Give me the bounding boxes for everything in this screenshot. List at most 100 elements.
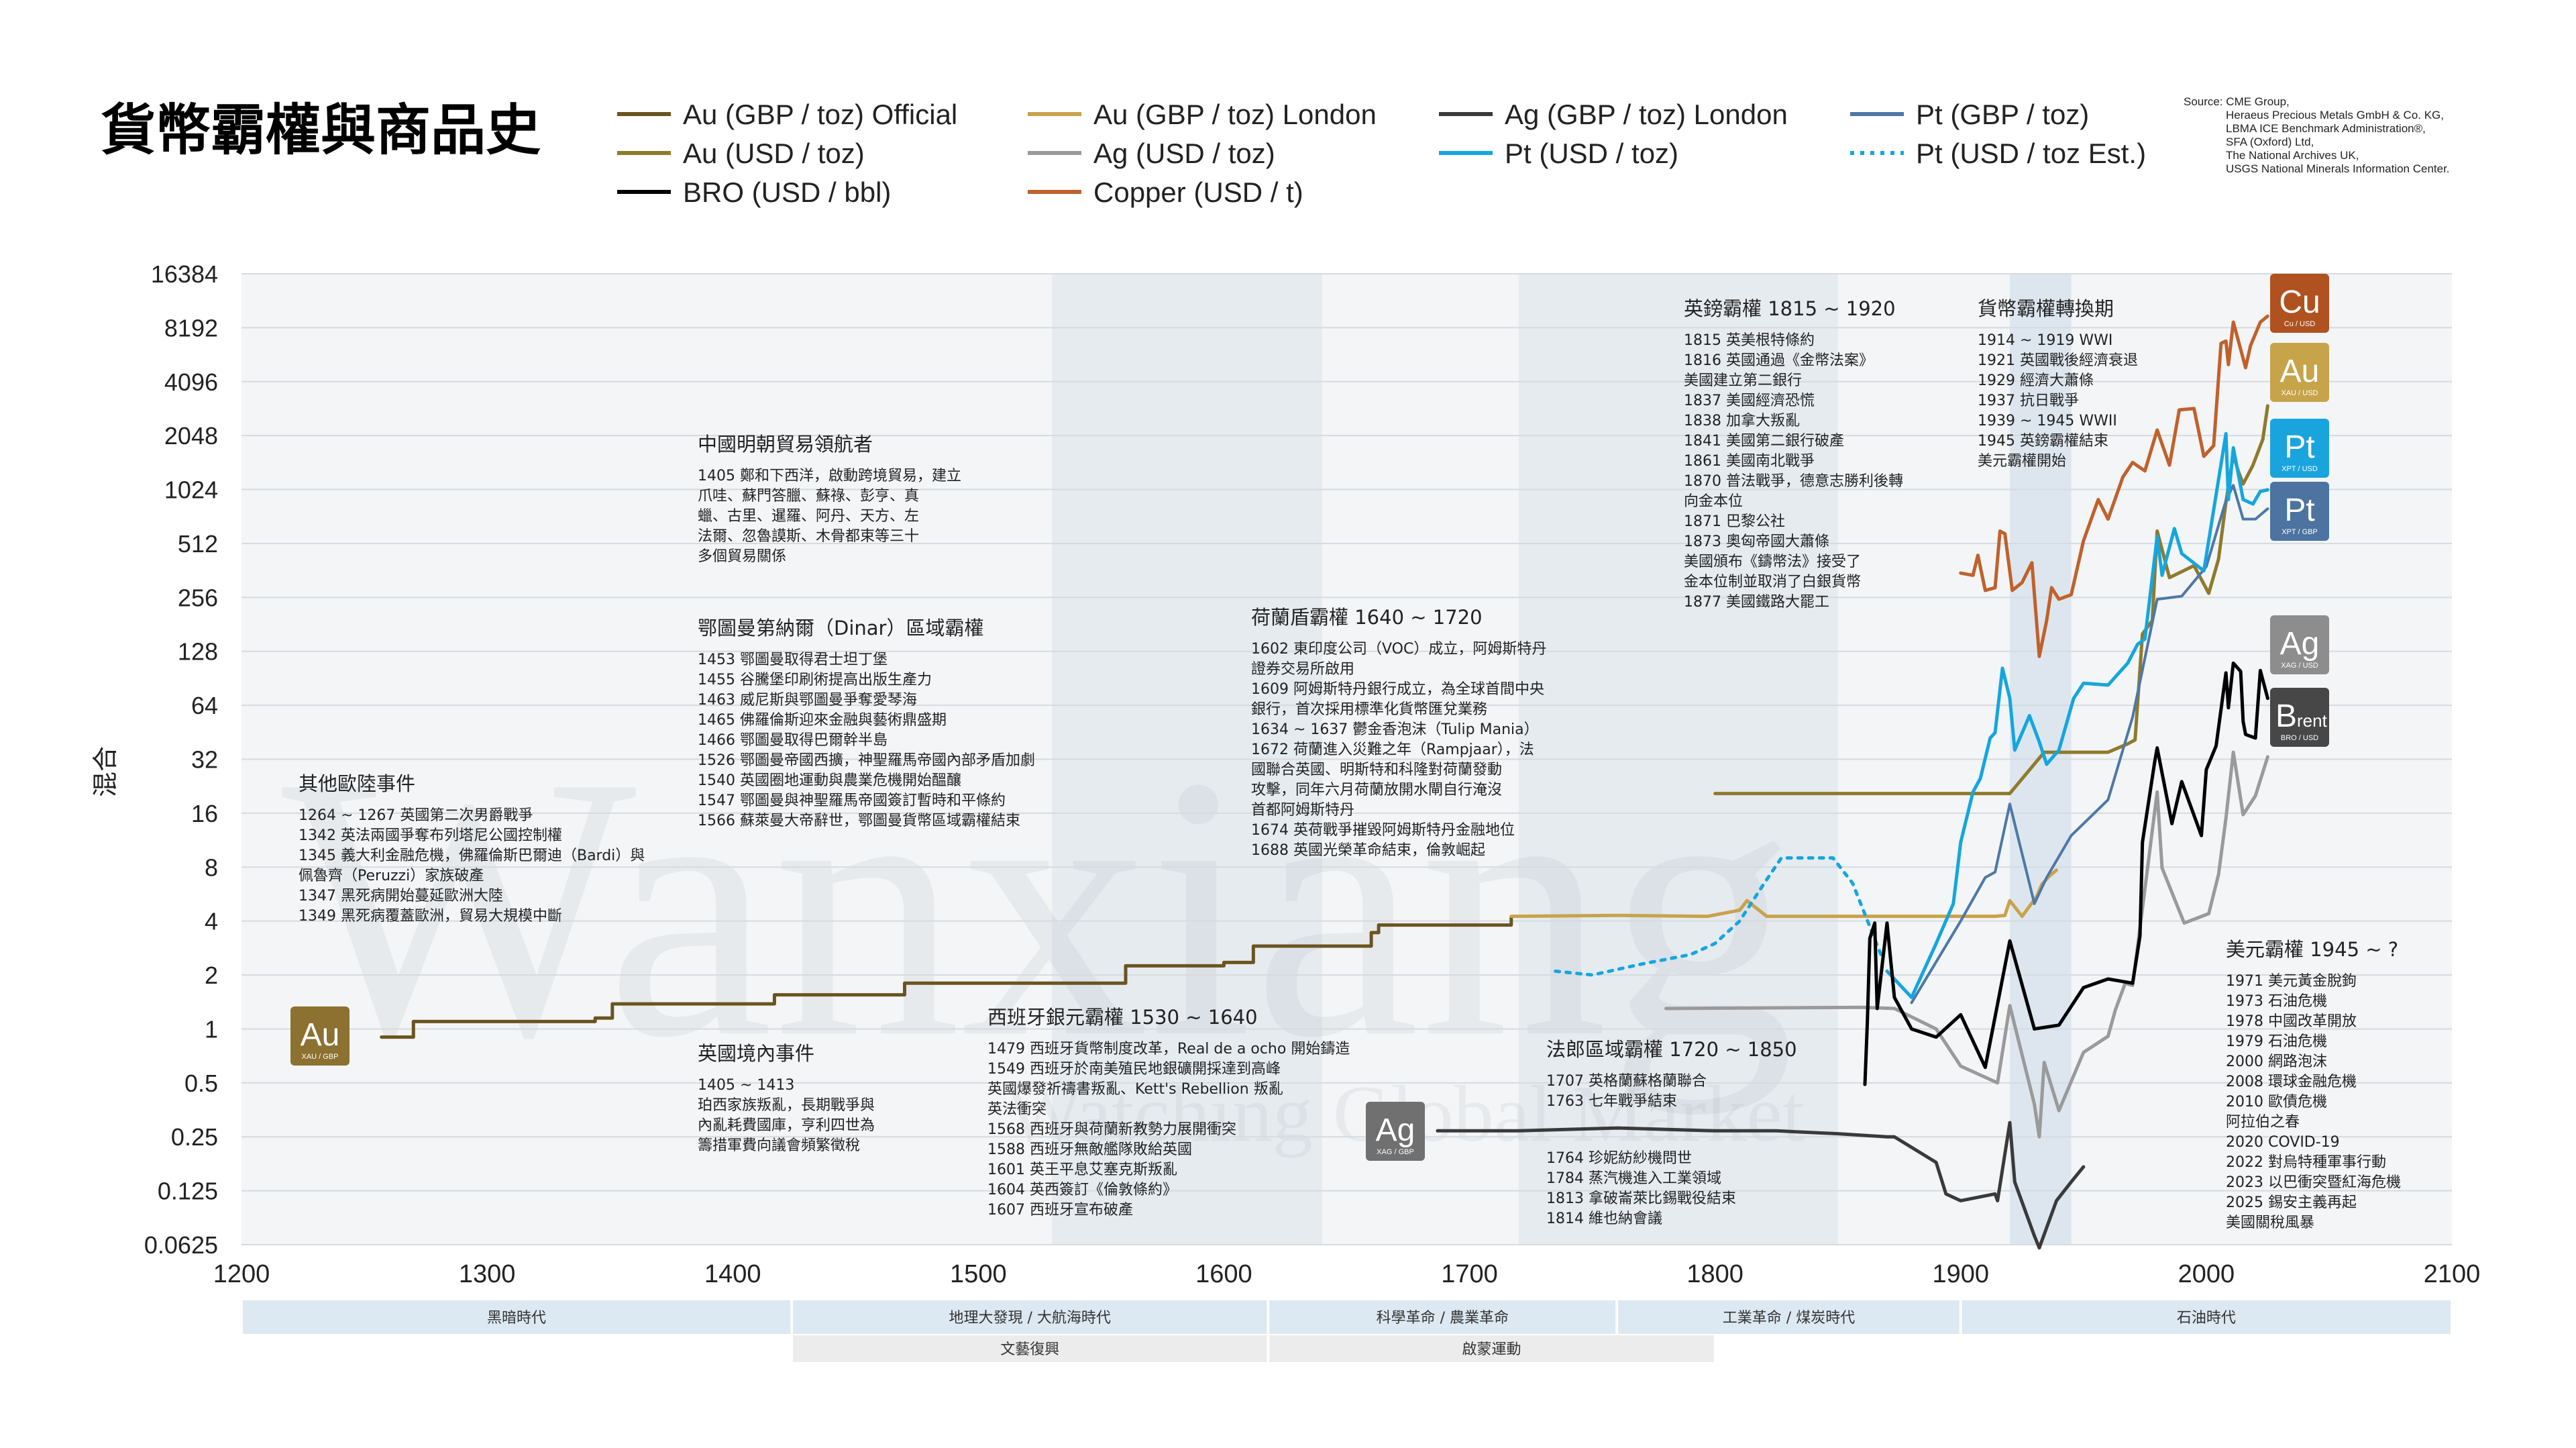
annotation-line: 1971 美元黃金脫鉤 <box>2226 973 2357 990</box>
era-band-label: 黑暗時代 <box>487 1310 546 1327</box>
y-tick-label: 64 <box>191 692 218 719</box>
x-tick-label: 2100 <box>2424 1260 2481 1288</box>
annotation-line: 1763 七年戰爭結束 <box>1546 1093 1677 1110</box>
annotation-block: 法郎區域霸權 1720 ~ 1850 1707 英格蘭蘇格蘭聯合 1763 七年戰爭… <box>1546 1038 1797 1110</box>
legend-label: Pt (USD / toz Est.) <box>1916 138 2146 169</box>
annotation-line: 美元霸權開始 <box>1978 453 2066 470</box>
badge-symbol: Pt <box>2284 429 2314 465</box>
badge-subtitle: XPT / USD <box>2282 465 2318 473</box>
annotation-line: 1861 美國南北戰爭 <box>1684 453 1815 470</box>
legend-label: Ag (USD / toz) <box>1093 138 1275 169</box>
annotation-line: 1813 拿破崙萊比錫戰役結束 <box>1546 1190 1736 1207</box>
badge-symbol: Au <box>301 1017 340 1053</box>
source-line: Source: CME Group, <box>2184 95 2290 108</box>
legend-label: Au (GBP / toz) London <box>1093 99 1377 130</box>
y-tick-label: 128 <box>178 638 218 666</box>
era-band <box>1962 1300 2451 1334</box>
annotation-title: 荷蘭盾霸權 1640 ~ 1720 <box>1251 606 1483 629</box>
series-line-ag_london <box>1436 1121 2086 1250</box>
annotation-line: 銀行，首次採用標準化貨幣匯兌業務 <box>1251 701 1487 718</box>
annotation-block: 英國境內事件 1405 ~ 1413 珀西家族叛亂，長期戰爭與內亂耗費國庫，亨利四世… <box>698 1042 875 1154</box>
annotation-line: 1841 美國第二銀行破產 <box>1684 433 1844 450</box>
legend-item[interactable]: Au (USD / toz) <box>617 138 865 169</box>
annotation-line: 1921 英國戰後經濟衰退 <box>1978 352 2138 369</box>
annotation-line: 1784 蒸汽機進入工業領域 <box>1546 1170 1721 1187</box>
badge-symbol: Ag <box>2280 626 2320 662</box>
annotation-line: 2008 環球金融危機 <box>2226 1074 2357 1090</box>
legend-item[interactable]: Pt (GBP / toz) <box>1850 99 2089 130</box>
annotation-title: 鄂圖曼第納爾（Dinar）區域霸權 <box>698 617 983 639</box>
annotation-line: 1837 美國經濟恐慌 <box>1684 393 1815 409</box>
x-tick-label: 1600 <box>1195 1260 1252 1288</box>
annotation-line: 1405 ~ 1413 <box>698 1077 794 1094</box>
x-tick-label: 1400 <box>704 1260 761 1288</box>
source-line: USGS National Minerals Information Cente… <box>2226 162 2450 175</box>
annotation-line: 1607 西班牙宣布破產 <box>987 1202 1133 1219</box>
annotation-line: 1349 黑死病覆蓋歐洲，貿易大規模中斷 <box>299 908 562 925</box>
annotation-line: 金本位制並取消了白銀貨幣 <box>1684 574 1861 590</box>
badge-symbol: Cu <box>2279 285 2320 320</box>
x-tick-label: 1800 <box>1686 1260 1743 1288</box>
legend-item[interactable]: Au (GBP / toz) Official <box>617 99 957 130</box>
era-band-label: 文藝復興 <box>1000 1341 1059 1358</box>
badge-box <box>2270 274 2329 333</box>
badge-box <box>2270 343 2329 402</box>
legend-item[interactable]: Pt (USD / toz) <box>1439 138 1678 169</box>
annotation-line: 1688 英國光榮革命結束，倫敦崛起 <box>1251 842 1485 859</box>
series-line-copper <box>1959 314 2269 658</box>
annotation-line: 1549 西班牙於南美殖民地銀礦開採達到高峰 <box>987 1061 1281 1078</box>
era-band <box>1618 1300 1960 1334</box>
legend-item[interactable]: Copper (USD / t) <box>1028 176 1303 208</box>
annotation-line: 1609 阿姆斯特丹銀行成立，為全球首間中央 <box>1251 681 1544 698</box>
badge-symbol: Au <box>2280 354 2320 389</box>
annotation-line: 1973 石油危機 <box>2226 993 2327 1010</box>
badge-subtitle: XAU / GBP <box>301 1053 338 1061</box>
badge-box <box>2270 688 2329 747</box>
annotation-line: 珀西家族叛亂，長期戰爭與 <box>698 1097 875 1114</box>
annotation-line: 1674 英荷戰爭摧毀阿姆斯特丹金融地位 <box>1251 822 1515 839</box>
era-band-label: 工業革命 / 煤炭時代 <box>1723 1310 1855 1327</box>
series-line-au_official <box>380 915 1513 1039</box>
y-tick-label: 2 <box>205 962 218 989</box>
annotation-line: 1816 英國通過《金幣法案》 <box>1684 352 1874 369</box>
badge-subtitle: BRO / USD <box>2281 734 2318 742</box>
annotation-title: 英鎊霸權 1815 ~ 1920 <box>1684 297 1896 320</box>
y-tick-label: 16384 <box>151 260 218 288</box>
legend-item[interactable]: Ag (USD / toz) <box>1028 138 1275 169</box>
badge-box <box>1366 1102 1425 1161</box>
legend-item[interactable]: Pt (USD / toz Est.) <box>1850 138 2146 169</box>
badge-symbol: Brent <box>2275 699 2328 734</box>
era-band <box>243 1300 791 1334</box>
series-line-au_usd <box>1713 404 2269 796</box>
y-tick-label: 4096 <box>164 368 218 396</box>
annotation-line: 2000 網路泡沫 <box>2226 1053 2327 1070</box>
legend-item[interactable]: Ag (GBP / toz) London <box>1439 99 1788 130</box>
legend-item[interactable]: Au (GBP / toz) London <box>1028 99 1377 130</box>
annotation-title: 西班牙銀元霸權 1530 ~ 1640 <box>987 1006 1258 1029</box>
annotation-line: 1566 蘇萊曼大帝辭世，鄂圖曼貨幣區域霸權結束 <box>698 813 1020 829</box>
annotation-line: 1937 抗日戰爭 <box>1978 393 2079 409</box>
legend-item[interactable]: BRO (USD / bbl) <box>617 176 891 208</box>
annotation-line: 1588 西班牙無敵艦隊敗給英國 <box>987 1141 1192 1158</box>
annotation-line: 英法衝突 <box>987 1101 1046 1118</box>
badge-symbol: Pt <box>2284 493 2314 528</box>
annotation-line: 內亂耗費國庫，亨利四世為 <box>698 1117 875 1134</box>
annotation-line: 1939 ~ 1945 WWII <box>1978 413 2117 429</box>
annotation-line: 1342 英法兩國爭奪布列塔尼公國控制權 <box>299 827 562 844</box>
badge-box <box>2270 419 2329 478</box>
badge-box <box>2270 482 2329 541</box>
annotation-title: 英國境內事件 <box>698 1042 814 1065</box>
annotation-line: 1455 谷騰堡印刷術提高出版生產力 <box>698 672 932 688</box>
annotation-line: 首都阿姆斯特丹 <box>1251 802 1354 819</box>
annotation-block: 1764 珍妮紡紗機問世 1784 蒸汽機進入工業領域 1813 拿破崙萊比錫戰役結… <box>1546 1150 1736 1227</box>
annotation-line: 1540 英國圈地運動與農業危機開始醞釀 <box>698 772 961 789</box>
annotation-line: 阿拉伯之春 <box>2226 1114 2300 1131</box>
annotation-line: 2025 錫安主義再起 <box>2226 1194 2357 1211</box>
legend-label: Copper (USD / t) <box>1093 176 1303 208</box>
annotation-block: 美元霸權 1945 ~ ? 1971 美元黃金脫鉤 1973 石油危機 1978 中國… <box>2226 938 2401 1231</box>
annotation-line: 2020 COVID-19 <box>2226 1134 2340 1151</box>
annotation-line: 2010 歐債危機 <box>2226 1094 2327 1110</box>
